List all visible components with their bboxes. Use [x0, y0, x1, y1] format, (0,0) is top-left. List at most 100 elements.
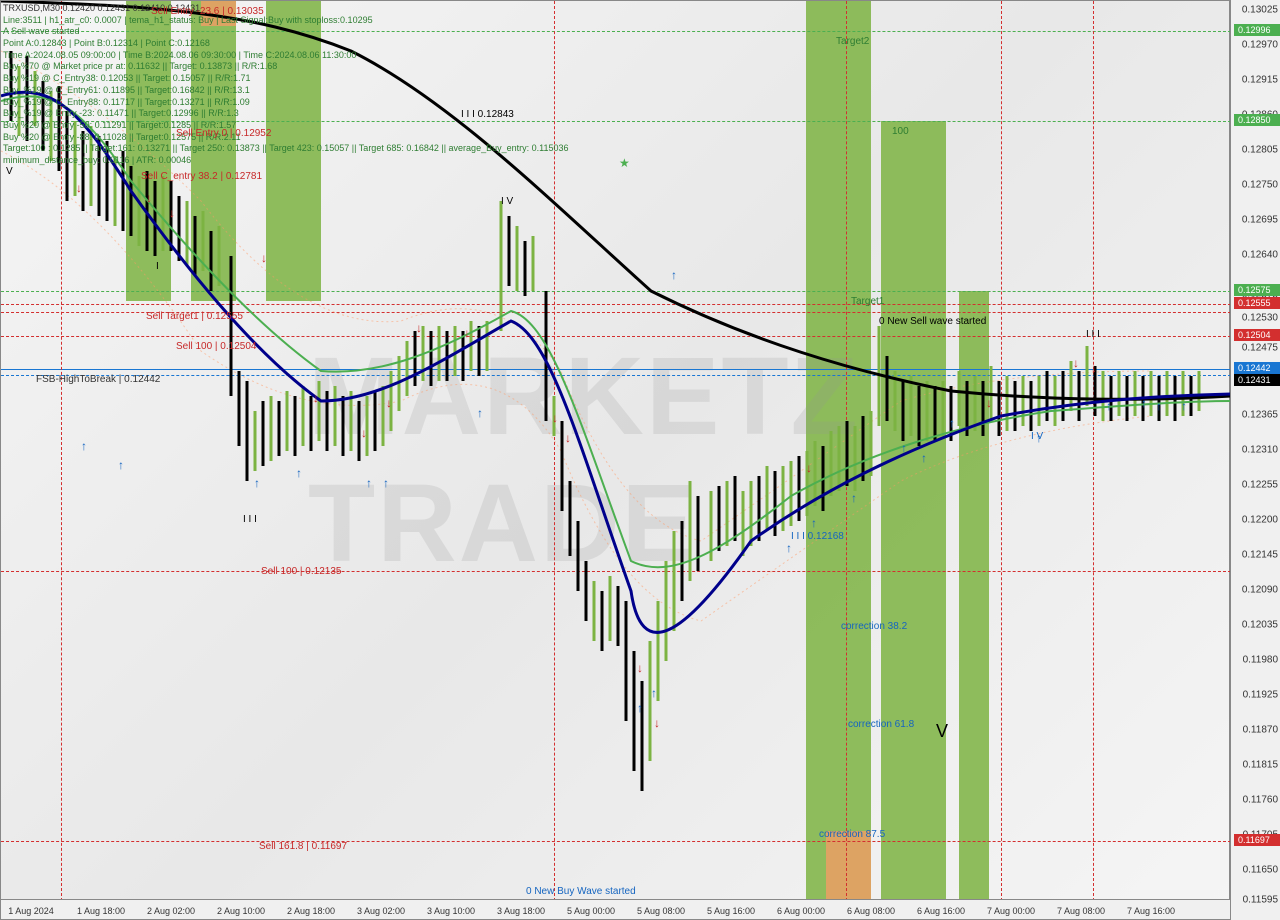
x-tick: 3 Aug 10:00 — [427, 906, 475, 916]
arrow-up-icon: ↑ — [1156, 399, 1162, 413]
y-tick: 0.12915 — [1242, 75, 1278, 86]
y-tick: 0.12750 — [1242, 180, 1278, 191]
arrow-down-icon: ↓ — [386, 396, 392, 410]
arrow-down-icon: ↓ — [76, 181, 82, 195]
arrow-down-icon: ↓ — [552, 411, 558, 425]
arrow-up-icon: ↑ — [477, 406, 483, 420]
star-icon: ★ — [619, 156, 630, 170]
x-tick: 2 Aug 18:00 — [287, 906, 335, 916]
price-marker: 0.12850 — [1234, 114, 1280, 126]
chart-annotation: I I I 0.12168 — [791, 531, 844, 542]
y-tick: 0.12640 — [1242, 250, 1278, 261]
arrow-up-icon: ↑ — [921, 451, 927, 465]
chart-annotation: Sell 161.8 | 0.11697 — [259, 841, 347, 852]
arrow-up-icon: ↑ — [851, 491, 857, 505]
arrow-down-icon: ↓ — [565, 431, 571, 445]
x-tick: 2 Aug 02:00 — [147, 906, 195, 916]
info-panel: TRXUSD,M30 0.12420 0.12431 0.12410 0.124… — [3, 3, 568, 167]
y-tick: 0.12530 — [1242, 313, 1278, 324]
y-tick: 0.11925 — [1243, 690, 1278, 701]
arrow-down-icon: ↓ — [1073, 356, 1079, 370]
arrow-down-icon: ↓ — [416, 321, 422, 335]
arrow-down-icon: ↓ — [654, 716, 660, 730]
chart-annotation: Sell 100 | 0.12504 — [176, 341, 256, 352]
arrow-up-icon: ↑ — [1036, 431, 1042, 445]
green-ma-curve — [1, 96, 1231, 567]
chart-annotation: correction 87.5 — [819, 829, 885, 840]
x-axis: 1 Aug 20241 Aug 18:002 Aug 02:002 Aug 10… — [1, 899, 1231, 919]
arrow-up-icon: ↑ — [901, 441, 907, 455]
chart-annotation: 0 New Sell wave started — [879, 316, 986, 327]
info-line: Point A:0.12843 | Point B:0.12314 | Poin… — [3, 38, 568, 50]
info-line: Buy %70 @ Market price pr at: 0.11632 ||… — [3, 61, 568, 73]
price-marker: 0.12996 — [1234, 24, 1280, 36]
price-marker: 0.11697 — [1234, 834, 1280, 846]
arrow-down-icon: ↓ — [261, 251, 267, 265]
arrow-up-icon: ↑ — [1181, 399, 1187, 413]
x-tick: 3 Aug 18:00 — [497, 906, 545, 916]
y-tick: 0.11815 — [1243, 760, 1278, 771]
chart-annotation: Sell Entry 0 | 0.12952 — [176, 128, 271, 139]
y-tick: 0.12200 — [1242, 515, 1278, 526]
chart-annotation: Sell Entry -23.6 | 0.13035 — [151, 6, 264, 17]
y-tick: 0.13025 — [1242, 5, 1278, 16]
arrow-up-icon: ↑ — [637, 701, 643, 715]
info-line: minimum_distance_buy: 0.0116 | ATR: 0.00… — [3, 155, 568, 167]
y-tick: 0.12035 — [1242, 620, 1278, 631]
info-line: Time A:2024.08.05 09:00:00 | Time B:2024… — [3, 50, 568, 62]
info-line: Target:100 : 0.1285 || Target:161: 0.132… — [3, 143, 568, 155]
chart-annotation: I I I — [1086, 329, 1100, 340]
info-line: Line:3511 | h1_atr_c0: 0.0007 | tema_h1_… — [3, 15, 568, 27]
x-tick: 1 Aug 2024 — [8, 906, 54, 916]
chart-annotation: I I I 0.12843 — [461, 109, 514, 120]
y-tick: 0.11980 — [1243, 655, 1278, 666]
chart-annotation: Sell 100 | 0.12135 — [261, 566, 341, 577]
y-axis: 0.130250.129700.129150.128600.128050.127… — [1230, 0, 1280, 920]
info-line: Buy %20 @ Entry -50: 0.11291 || Target:0… — [3, 120, 568, 132]
info-line: TRXUSD,M30 0.12420 0.12431 0.12410 0.124… — [3, 3, 568, 15]
y-tick: 0.12255 — [1242, 480, 1278, 491]
x-tick: 6 Aug 08:00 — [847, 906, 895, 916]
x-tick: 3 Aug 02:00 — [357, 906, 405, 916]
arrow-up-icon: ↑ — [383, 476, 389, 490]
x-tick: 2 Aug 10:00 — [217, 906, 265, 916]
chart-annotation: Target1 — [851, 296, 884, 307]
chart-container[interactable]: MARKETZ TRADE — [0, 0, 1230, 920]
x-tick: 7 Aug 08:00 — [1057, 906, 1105, 916]
info-line: Buy %20 @ Entry -88: 0.11028 || Target:0… — [3, 132, 568, 144]
arrow-up-icon: ↑ — [254, 476, 260, 490]
x-tick: 7 Aug 00:00 — [987, 906, 1035, 916]
price-marker: 0.12575 — [1234, 284, 1280, 296]
arrow-up-icon: ↑ — [651, 686, 657, 700]
arrow-up-icon: ↑ — [81, 439, 87, 453]
x-tick: 5 Aug 00:00 — [567, 906, 615, 916]
chart-annotation: Sell C_entry 38.2 | 0.12781 — [141, 171, 262, 182]
y-tick: 0.11760 — [1243, 795, 1278, 806]
chart-annotation: I V — [501, 196, 513, 207]
chart-annotation: 0 New Buy Wave started — [526, 886, 636, 897]
arrow-up-icon: ↑ — [296, 466, 302, 480]
y-tick: 0.12695 — [1242, 215, 1278, 226]
arrow-down-icon: ↓ — [313, 391, 319, 405]
arrow-down-icon: ↓ — [637, 661, 643, 675]
y-tick: 0.12805 — [1242, 145, 1278, 156]
chart-annotation: I I I — [243, 514, 257, 525]
info-line: Buy_%19 @ C_Entry61: 0.11895 || Target:0… — [3, 85, 568, 97]
price-marker: 0.12504 — [1234, 329, 1280, 341]
arrow-down-icon: ↓ — [146, 191, 152, 205]
chart-annotation: FSB-HighToBreak | 0.12442 — [36, 374, 160, 385]
price-marker: 0.12431 — [1234, 374, 1280, 386]
info-line: A Sell wave started — [3, 26, 568, 38]
arrow-up-icon: ↑ — [1106, 399, 1112, 413]
y-tick: 0.12475 — [1242, 343, 1278, 354]
x-tick: 5 Aug 08:00 — [637, 906, 685, 916]
y-tick: 0.11595 — [1243, 895, 1278, 906]
y-tick: 0.11650 — [1243, 865, 1278, 876]
chart-annotation: Sell Target1 | 0.12555 — [146, 311, 243, 322]
y-tick: 0.12970 — [1242, 40, 1278, 51]
chart-annotation: correction 61.8 — [848, 719, 914, 730]
arrow-up-icon: ↑ — [811, 516, 817, 530]
arrow-up-icon: ↑ — [118, 458, 124, 472]
y-tick: 0.12365 — [1242, 410, 1278, 421]
y-tick: 0.12145 — [1242, 550, 1278, 561]
